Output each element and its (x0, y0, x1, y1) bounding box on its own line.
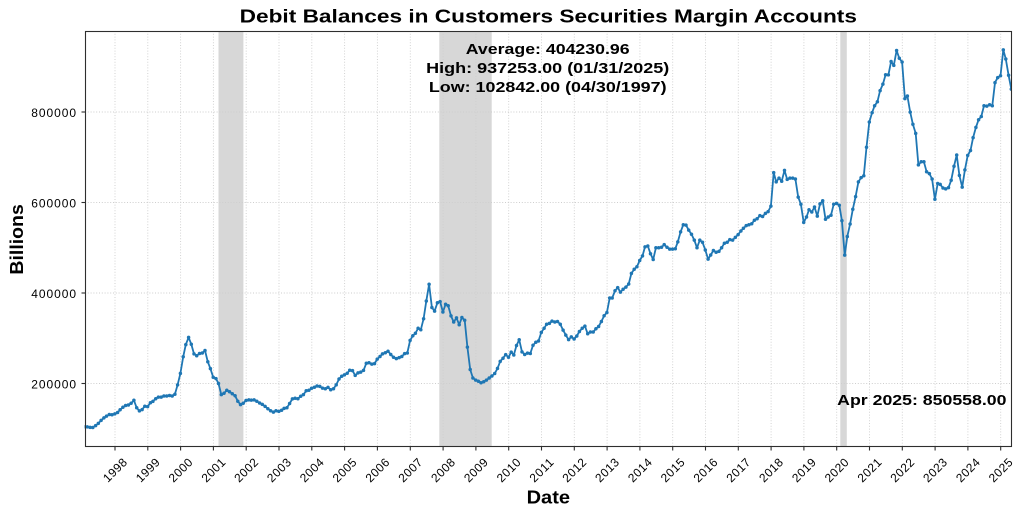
svg-text:Average: 404230.96: Average: 404230.96 (466, 42, 630, 58)
svg-text:High: 937253.00 (01/31/2025): High: 937253.00 (01/31/2025) (426, 61, 669, 77)
svg-text:600000: 600000 (31, 196, 76, 210)
svg-text:Date: Date (527, 487, 570, 507)
svg-text:200000: 200000 (31, 377, 76, 391)
svg-text:Billions: Billions (7, 204, 27, 274)
svg-text:Debit Balances in Customers Se: Debit Balances in Customers Securities M… (240, 5, 857, 26)
svg-text:400000: 400000 (31, 287, 76, 301)
svg-text:800000: 800000 (31, 106, 76, 120)
svg-text:Apr 2025: 850558.00: Apr 2025: 850558.00 (837, 393, 1006, 409)
svg-text:Low: 102842.00 (04/30/1997): Low: 102842.00 (04/30/1997) (429, 80, 667, 96)
